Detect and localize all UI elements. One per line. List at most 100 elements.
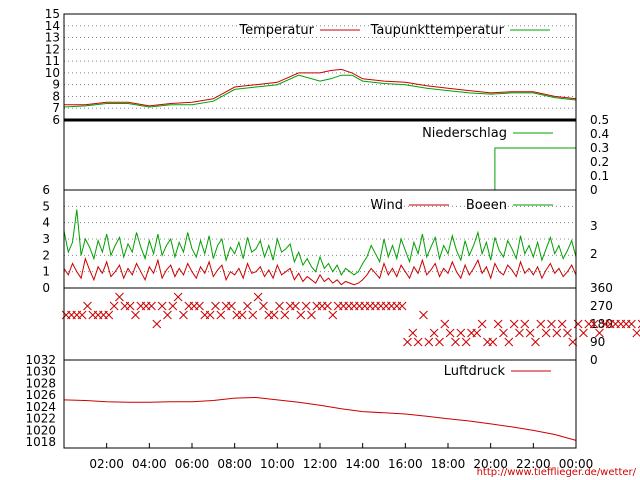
pressure-y-tick-label: 1024: [25, 400, 56, 414]
x-tick-label: 04:00: [132, 457, 167, 471]
direction-marker: [589, 319, 599, 329]
direction-y-tick-label: 90: [590, 335, 605, 349]
direction-marker: [259, 301, 268, 311]
pressure-y-tick-label: 1030: [25, 365, 56, 379]
direction-marker: [515, 328, 524, 338]
direction-marker: [451, 337, 460, 347]
direction-marker: [168, 301, 178, 311]
direction-y-tick-label: 360: [590, 281, 613, 295]
x-tick-label: 12:00: [303, 457, 338, 471]
direction-marker: [413, 337, 423, 347]
precip-y-tick-label: 0: [590, 183, 598, 197]
direction-y-tick-label: 0: [590, 353, 598, 367]
direction-marker: [525, 328, 535, 338]
pressure-y-tick-label: 1018: [25, 435, 56, 449]
direction-marker: [147, 301, 156, 311]
gust-legend-label: Boeen: [466, 198, 507, 213]
wind-y-tick-label: 0: [42, 281, 50, 295]
direction-marker: [397, 301, 407, 311]
x-tick-label: 00:00: [559, 457, 594, 471]
precip-y-tick-label: 0.4: [590, 127, 609, 141]
x-tick-label: 22:00: [516, 457, 551, 471]
direction-marker: [461, 337, 471, 347]
direction-marker: [445, 328, 455, 338]
direction-marker: [125, 301, 135, 311]
direction-marker: [627, 319, 636, 329]
direction-marker: [115, 292, 124, 302]
wind-y-tick-label: 5: [42, 199, 50, 213]
wind-legend-label: Wind: [370, 198, 403, 213]
pressure-y-tick-label: 1020: [25, 423, 56, 437]
direction-marker: [568, 337, 578, 347]
x-tick-label: 16:00: [388, 457, 423, 471]
wind-right-tick-label: 2: [590, 247, 598, 261]
temperature-legend-label: Temperatur: [238, 23, 314, 38]
direction-marker: [424, 337, 434, 347]
direction-marker: [435, 337, 444, 347]
gust-line: [63, 209, 577, 276]
x-tick-label: 08:00: [217, 457, 252, 471]
wind-line: [63, 256, 577, 286]
direction-marker: [131, 310, 140, 320]
wind-y-tick-label: 1: [42, 265, 50, 279]
direction-marker: [77, 310, 87, 320]
direction-marker: [216, 310, 226, 320]
direction-marker: [456, 328, 466, 338]
temperature-line: [64, 68, 577, 107]
pressure-y-tick-label: 1026: [25, 388, 56, 402]
direction-marker: [504, 337, 514, 347]
direction-marker: [637, 319, 640, 329]
x-tick-label: 14:00: [345, 457, 380, 471]
temp-y-tick-label: 10: [45, 66, 60, 80]
direction-marker: [493, 319, 503, 329]
direction-marker: [488, 337, 498, 347]
wind-y-tick-label: 4: [42, 216, 50, 230]
dewpoint-legend-label: Taupunkttemperatur: [370, 23, 505, 38]
direction-marker: [429, 328, 439, 338]
precip-y-tick-label: 0.3: [590, 141, 609, 155]
x-tick-label: 06:00: [175, 457, 210, 471]
wind-y-tick-label: 3: [42, 232, 50, 246]
direction-marker: [195, 301, 204, 311]
pressure-legend-label: Luftdruck: [444, 364, 506, 379]
direction-marker: [163, 310, 172, 320]
temp-y-tick-label: 11: [45, 54, 60, 68]
direction-marker: [269, 310, 279, 320]
direction-marker: [552, 328, 562, 338]
direction-marker: [563, 328, 572, 338]
direction-marker: [547, 319, 556, 329]
precipitation-legend-label: Niederschlag: [422, 126, 507, 141]
direction-marker: [307, 310, 316, 320]
direction-marker: [520, 319, 530, 329]
direction-marker: [237, 310, 247, 320]
precip-y-tick-label: 0.2: [590, 155, 609, 169]
precip-y-tick-label: 0.1: [590, 169, 609, 183]
direction-marker: [243, 301, 252, 311]
dewpoint-line: [63, 74, 577, 108]
pressure-line: [63, 396, 577, 441]
temp-y-tick-label: 9: [52, 78, 60, 92]
source-url: http://www.tiefflieger.de/wetter/: [477, 467, 637, 478]
direction-marker: [296, 310, 306, 320]
direction-marker: [211, 301, 220, 311]
direction-marker: [573, 319, 583, 329]
temp-y-tick-label: 8: [52, 89, 60, 103]
direction-marker: [595, 328, 604, 338]
direction-marker: [275, 301, 284, 311]
direction-marker: [280, 310, 290, 320]
direction-marker: [541, 328, 551, 338]
wind-right-tick-label: 3: [590, 219, 598, 233]
direction-marker: [248, 310, 258, 320]
direction-marker: [440, 319, 450, 329]
direction-marker: [301, 301, 311, 311]
x-tick-label: 10:00: [260, 457, 295, 471]
direction-y-tick-label: 270: [590, 299, 613, 313]
pressure-y-tick-label: 1028: [25, 376, 56, 390]
temp-y-tick-label: 7: [52, 101, 60, 115]
x-tick-label: 20:00: [473, 457, 508, 471]
direction-marker: [179, 310, 188, 320]
precipitation-line: [64, 147, 576, 191]
x-tick-label: 18:00: [431, 457, 466, 471]
direction-marker: [477, 319, 487, 329]
